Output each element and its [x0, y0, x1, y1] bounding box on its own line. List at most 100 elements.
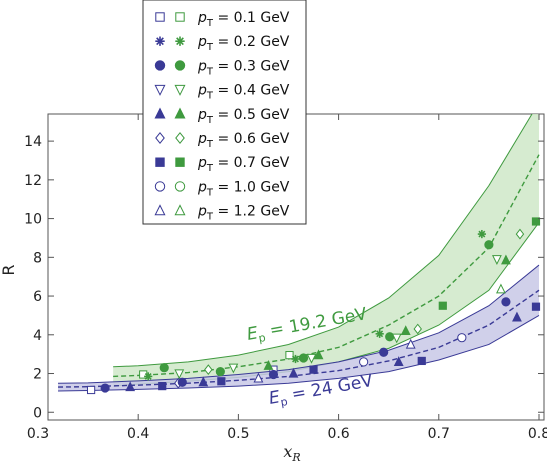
data-point-blue [217, 377, 226, 386]
data-point-green [204, 364, 213, 376]
legend-entry: pT = 0.3 GeV [154, 58, 290, 77]
legend-entry: pT = 0.6 GeV [155, 131, 290, 150]
data-point-green [298, 353, 309, 363]
marker-star [175, 36, 185, 46]
y-tick-label: 2 [33, 367, 42, 383]
legend-label: pT = 0.4 GeV [197, 83, 290, 102]
marker-diamond-open [175, 132, 185, 144]
data-point-blue [86, 385, 96, 395]
data-point-green [215, 366, 225, 377]
legend-entry: pT = 0.4 GeV [154, 83, 290, 102]
data-point-green [400, 325, 411, 336]
y-tick-label: 10 [24, 212, 42, 228]
y-tick-label: 12 [24, 173, 42, 189]
legend-label: pT = 0.5 GeV [197, 107, 290, 126]
legend-entry: pT = 0.2 GeV [155, 34, 290, 53]
y-tick-label: 0 [33, 405, 42, 421]
legend-label: pT = 0.1 GeV [197, 10, 290, 29]
band-center-blue [58, 289, 540, 388]
legend-label: pT = 0.7 GeV [197, 155, 290, 174]
marker-triangle-up-filled [174, 107, 186, 119]
band-center-green [113, 154, 540, 378]
legend-label: pT = 1.2 GeV [197, 204, 290, 223]
data-point-green [531, 217, 541, 226]
legend-label: pT = 0.6 GeV [197, 131, 290, 150]
band-lower-blue [58, 314, 540, 392]
data-point-green [159, 363, 169, 373]
marker-diamond-open [155, 132, 165, 144]
axes: 0.3 0.4 0.5 0.6 0.7 0.8 0 2 4 6 8 10 12 14 [24, 114, 547, 442]
x-tick-label: 0.8 [528, 426, 547, 442]
data-point-green [285, 351, 294, 360]
data-point-blue [309, 365, 318, 374]
legend-entry: pT = 1.0 GeV [154, 179, 290, 198]
y-tick-label: 4 [33, 328, 42, 344]
data-point-blue [125, 381, 136, 392]
marker-square-filled [155, 157, 165, 167]
marker-triangle-up-open [154, 204, 166, 216]
x-axis-title-sub: R [291, 451, 300, 464]
data-point-blue [405, 338, 416, 349]
data-point-blue [288, 367, 299, 378]
legend-label: pT = 1.0 GeV [197, 179, 290, 198]
x-tick-label: 0.5 [227, 426, 249, 442]
legend-label: pT = 0.3 GeV [197, 58, 290, 77]
x-tick-label: 0.4 [127, 426, 149, 442]
data-point-blue [417, 356, 426, 366]
marker-circle-filled [174, 60, 186, 71]
marker-square-open [155, 12, 165, 22]
marker-triangle-up-open [174, 204, 186, 216]
data-point-green [515, 228, 525, 240]
data-point-blue [512, 311, 522, 322]
data-point-blue [177, 377, 187, 387]
data-point-green [491, 255, 502, 265]
data-point-green [144, 372, 153, 381]
band-upper-blue [58, 264, 540, 384]
y-tick-label: 14 [24, 134, 42, 150]
x-tick-label: 0.6 [327, 426, 349, 442]
data-point-green [391, 333, 402, 344]
data-point-blue [501, 297, 511, 307]
data-point-green [375, 329, 384, 338]
data-point-blue [158, 382, 167, 391]
x-tick-label: 0.3 [27, 426, 49, 442]
data-point-blue [379, 347, 389, 357]
data-point-blue [100, 383, 110, 393]
marker-triangle-down-open [174, 84, 186, 96]
legend-entry: pT = 0.1 GeV [155, 10, 290, 29]
marker-circle-open [174, 181, 186, 192]
data-point-green [413, 323, 422, 335]
marker-circle-filled [154, 60, 166, 71]
data-points [86, 217, 541, 395]
legend: pT = 0.1 GeV pT = 0.2 GeV pT = 0.3 GeV pT =… [142, 0, 307, 225]
legend-entry: pT = 1.2 GeV [154, 204, 290, 223]
marker-circle-open [154, 181, 166, 192]
data-point-green [484, 240, 494, 250]
data-point-blue [531, 302, 541, 311]
data-point-green [501, 254, 511, 265]
y-axis-title: R [0, 264, 18, 275]
x-axis-title: xR [283, 442, 300, 464]
data-point-green [306, 353, 317, 364]
data-point-green [263, 360, 274, 370]
data-point-green [174, 369, 185, 380]
data-point-blue [393, 356, 404, 366]
data-point-blue [457, 333, 467, 343]
data-point-green [313, 349, 324, 360]
marker-square-filled [175, 157, 185, 167]
band-green [113, 114, 539, 387]
data-point-blue [359, 357, 369, 367]
marker-triangle-up-filled [154, 107, 166, 119]
data-point-blue [198, 376, 209, 387]
marker-triangle-down-open [154, 84, 166, 96]
legend-label: pT = 0.2 GeV [197, 34, 290, 53]
x-tick-label: 0.7 [428, 426, 450, 442]
data-point-blue [268, 369, 279, 380]
legend-box [142, 0, 307, 225]
data-point-green [496, 283, 506, 294]
data-point-blue [253, 372, 264, 383]
marker-square-open [175, 12, 185, 22]
marker-star [155, 36, 165, 46]
legend-entry: pT = 0.5 GeV [154, 107, 290, 126]
